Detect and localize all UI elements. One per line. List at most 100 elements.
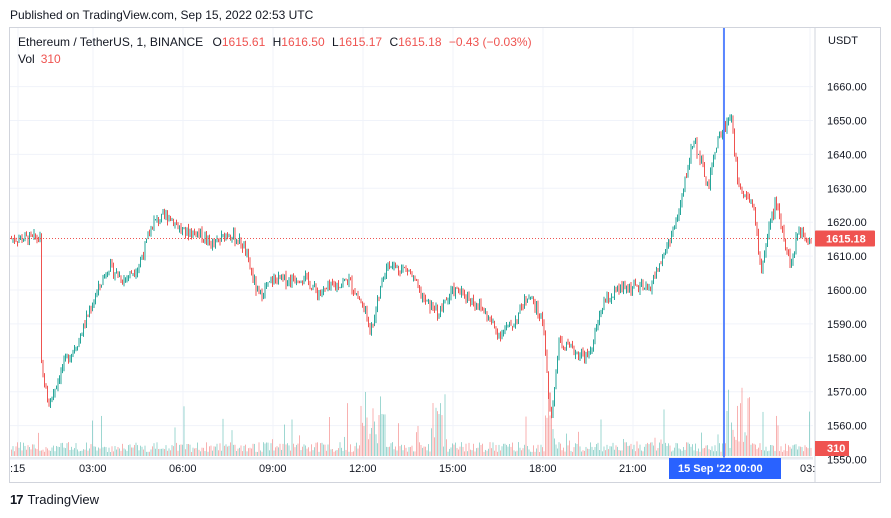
volume-label[interactable]: Vol — [18, 52, 35, 66]
volume-bar — [272, 439, 273, 456]
volume-bar — [795, 444, 797, 456]
volume-bar — [128, 445, 129, 456]
volume-bar — [618, 450, 620, 456]
volume-bar — [419, 442, 420, 456]
volume-bar — [720, 451, 722, 456]
volume-bar — [530, 451, 531, 456]
volume-bar — [216, 443, 218, 456]
volume-bar — [513, 450, 515, 456]
volume-bar — [39, 450, 41, 456]
volume-bar — [186, 444, 188, 456]
volume-bar — [72, 449, 74, 456]
volume-bar — [669, 445, 671, 456]
volume-bar — [561, 450, 563, 456]
volume-bar — [462, 446, 464, 456]
volume-bar — [86, 442, 87, 456]
volume-bar — [450, 447, 452, 456]
volume-bar — [774, 451, 776, 456]
volume-bar — [296, 444, 297, 456]
volume-bar — [770, 444, 771, 456]
volume-bar — [734, 436, 735, 456]
volume-bar — [323, 444, 324, 456]
volume-bar — [126, 450, 128, 456]
volume-bar — [141, 446, 143, 456]
volume-bar — [104, 446, 105, 456]
volume-bar — [140, 445, 141, 456]
volume-bar — [593, 449, 594, 456]
volume-bar — [293, 443, 294, 456]
volume-bar — [401, 444, 402, 456]
volume-bar — [552, 429, 554, 456]
volume-bar — [317, 442, 318, 456]
volume-bar — [564, 451, 566, 456]
volume-bar — [678, 448, 680, 456]
volume-bar — [372, 408, 374, 456]
volume-bar — [219, 443, 221, 456]
volume-bar — [503, 443, 504, 456]
volume-bar — [69, 449, 71, 456]
volume-bar — [786, 450, 788, 456]
volume-bar — [252, 443, 254, 456]
volume-bar — [224, 445, 225, 456]
volume-bar — [597, 442, 599, 456]
symbol-name[interactable]: Ethereum / TetherUS, 1, BINANCE — [18, 35, 204, 49]
volume-bar — [189, 444, 191, 456]
volume-bar — [777, 425, 779, 456]
volume-bar — [717, 434, 719, 456]
volume-bar — [410, 446, 411, 456]
volume-bar — [30, 449, 32, 456]
volume-bar — [365, 391, 366, 456]
volume-bar — [695, 443, 696, 456]
volume-bar — [758, 447, 759, 456]
volume-bar — [47, 448, 48, 456]
volume-bar — [429, 451, 431, 456]
volume-bar — [522, 448, 524, 456]
volume-bar — [680, 449, 681, 456]
volume-bar — [59, 447, 60, 456]
volume-bar — [791, 448, 792, 456]
volume-bar — [804, 445, 806, 456]
volume-bar — [332, 448, 333, 456]
volume-bar — [650, 442, 651, 456]
volume-bar — [395, 446, 396, 456]
volume-bar — [771, 445, 773, 456]
volume-bar — [321, 442, 323, 456]
volume-bar — [356, 442, 357, 456]
volume-bar — [215, 446, 216, 456]
volume-bar — [536, 448, 537, 456]
volume-bar — [309, 451, 311, 456]
volume-bar — [264, 443, 266, 456]
volume-bar — [603, 446, 605, 456]
price-tick: 1590.00 — [827, 319, 867, 331]
volume-bar — [491, 448, 492, 456]
volume-bar — [638, 448, 639, 456]
volume-bar — [794, 444, 795, 456]
volume-bar — [218, 450, 219, 456]
volume-bar — [281, 449, 282, 456]
volume-bar — [11, 449, 12, 456]
volume-bar — [191, 451, 192, 456]
volume-bar — [384, 414, 386, 456]
volume-bar — [569, 440, 570, 456]
volume-bar — [405, 447, 407, 456]
volume-bar — [525, 416, 527, 456]
volume-bar — [381, 413, 383, 456]
volume-bar — [477, 447, 479, 456]
volume-bar — [258, 442, 260, 456]
volume-bar — [759, 443, 761, 456]
volume-bar — [257, 451, 258, 456]
volume-bar — [123, 448, 125, 456]
volume-bar — [134, 444, 135, 456]
volume-bar — [524, 444, 525, 456]
volume-bar — [747, 398, 749, 456]
volume-bar — [527, 445, 528, 456]
volume-bar — [180, 444, 182, 456]
chart-frame[interactable] — [9, 27, 881, 483]
volume-bar — [387, 447, 389, 456]
volume-bar — [26, 449, 27, 456]
volume-bar — [698, 448, 699, 456]
volume-bar — [672, 450, 674, 456]
volume-bar — [380, 396, 381, 456]
volume-bar — [125, 449, 126, 456]
